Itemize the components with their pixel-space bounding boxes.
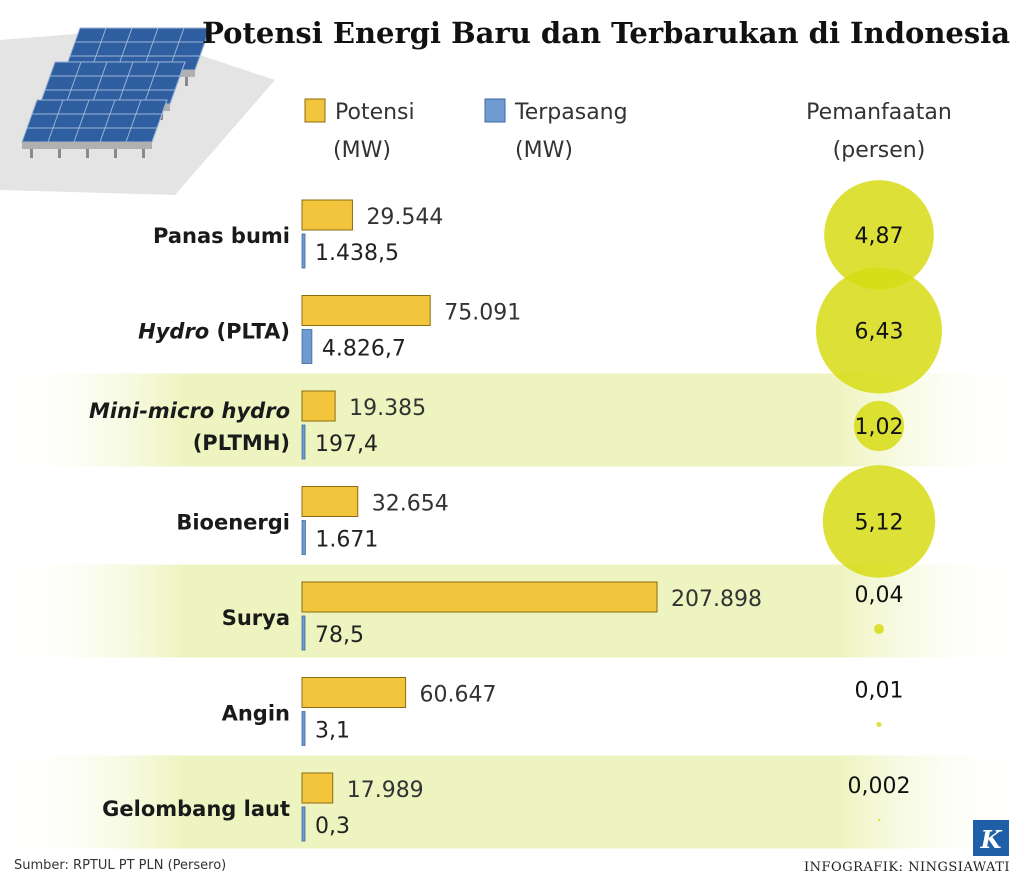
- source-note: Sumber: RPTUL PT PLN (Persero): [14, 858, 226, 873]
- potensi-value: 207.898: [671, 587, 762, 612]
- category-label: Bioenergi: [176, 511, 290, 535]
- pemanfaatan-value: 4,87: [855, 224, 904, 249]
- potensi-value: 75.091: [444, 301, 521, 326]
- row-4: Bioenergi 32.654 1.671 5,12: [176, 465, 936, 578]
- pemanfaatan-bubble: [816, 267, 942, 394]
- potensi-bar: [301, 772, 334, 804]
- potensi-bar: [301, 295, 431, 326]
- terpasang-value: 1.671: [315, 528, 378, 553]
- legend-terpasang-label: Terpasang: [514, 100, 628, 125]
- terpasang-bar: [301, 233, 306, 269]
- potensi-bar: [301, 486, 359, 517]
- terpasang-bar: [301, 424, 306, 460]
- pemanfaatan-value: 0,04: [855, 583, 904, 608]
- pemanfaatan-bubble: [824, 180, 934, 290]
- pemanfaatan-value: 0,002: [848, 774, 911, 799]
- category-label: Panas bumi: [153, 224, 290, 248]
- solar-panel-icon: [0, 27, 275, 195]
- terpasang-value: 3,1: [315, 719, 350, 744]
- potensi-value: 60.647: [420, 683, 497, 708]
- row-band: [0, 755, 1024, 849]
- pemanfaatan-value: 0,01: [855, 679, 904, 704]
- potensi-value: 17.989: [347, 778, 424, 803]
- row-2: Hydro (PLTA) 75.091 4.826,7 6,43: [138, 267, 942, 394]
- legend-terpasang-swatch: [484, 98, 506, 123]
- legend: Potensi (MW) Terpasang (MW) Pemanfaatan …: [304, 98, 952, 163]
- category-label: Mini-micro hydro: [89, 399, 290, 423]
- pemanfaatan-value: 6,43: [855, 320, 904, 345]
- row-band: [0, 373, 1024, 467]
- terpasang-value: 0,3: [315, 814, 350, 839]
- credit-note: INFOGRAFIK: NINGSIAWATI: [804, 860, 1010, 875]
- potensi-bar: [301, 390, 336, 422]
- logo-badge: [973, 820, 1009, 856]
- potensi-value: 29.544: [366, 205, 443, 230]
- row-6: Angin 60.647 3,1 0,01: [222, 677, 904, 746]
- potensi-value: 19.385: [349, 396, 426, 421]
- legend-terpasang-unit: (MW): [515, 138, 573, 163]
- category-label: Hydro (PLTA): [138, 320, 290, 344]
- pemanfaatan-bubble: [877, 818, 881, 822]
- pemanfaatan-bubble: [822, 465, 936, 578]
- terpasang-value: 4.826,7: [322, 337, 406, 362]
- potensi-bar: [301, 199, 353, 231]
- potensi-bar: [301, 581, 658, 613]
- pemanfaatan-value: 5,12: [855, 511, 904, 536]
- legend-potensi-swatch: [304, 98, 326, 123]
- chart-rows: Panas bumi 29.544 1.438,5 4,87 Hydro (PLTA) 7…: [89, 180, 942, 842]
- terpasang-bar: [301, 520, 306, 555]
- terpasang-bar: [301, 329, 313, 364]
- potensi-bar: [301, 677, 407, 708]
- chart-title: Potensi Energi Baru dan Terbarukan di In…: [202, 16, 1010, 50]
- category-label: Angin: [222, 702, 290, 726]
- row-3: Mini-micro hydro (PLTMH) 19.385 197,4 1,02: [89, 390, 905, 460]
- pemanfaatan-value: 1,02: [855, 415, 904, 440]
- legend-potensi-unit: (MW): [333, 138, 391, 163]
- terpasang-bar: [301, 711, 306, 746]
- pemanfaatan-bubble: [874, 624, 884, 634]
- potensi-value: 32.654: [372, 492, 449, 517]
- pemanfaatan-bubble: [876, 722, 882, 727]
- legend-pemanfaatan-unit: (persen): [833, 138, 926, 163]
- category-label: Gelombang laut: [102, 797, 290, 821]
- logo-letter: K: [980, 825, 1003, 854]
- row-7: Gelombang laut 17.989 0,3 0,002: [102, 772, 911, 842]
- row-1: Panas bumi 29.544 1.438,5 4,87: [153, 180, 934, 290]
- terpasang-value: 1.438,5: [315, 241, 399, 266]
- row-5: Surya 207.898 78,5 0,04: [222, 581, 904, 651]
- category-label: Surya: [222, 606, 290, 630]
- legend-pemanfaatan-label: Pemanfaatan: [806, 100, 952, 125]
- solar-panel: [21, 99, 168, 158]
- terpasang-bar: [301, 806, 306, 842]
- terpasang-value: 197,4: [315, 432, 378, 457]
- legend-potensi-label: Potensi: [335, 100, 415, 125]
- pemanfaatan-bubble: [853, 400, 905, 452]
- terpasang-bar: [301, 615, 306, 651]
- terpasang-value: 78,5: [315, 623, 364, 648]
- category-label-line2: (PLTMH): [193, 431, 290, 455]
